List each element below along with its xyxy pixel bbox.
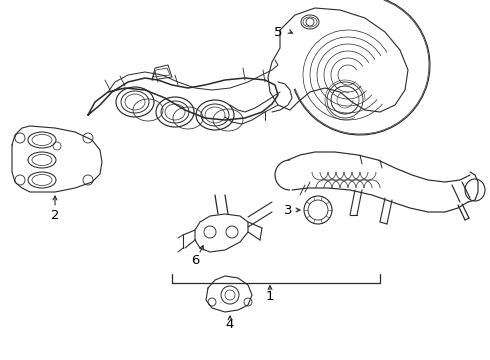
Text: 3: 3: [284, 203, 292, 216]
Text: 4: 4: [226, 319, 234, 332]
Text: 5: 5: [273, 26, 282, 39]
Text: 2: 2: [51, 208, 59, 221]
Text: 6: 6: [191, 253, 199, 266]
Text: 1: 1: [266, 291, 274, 303]
